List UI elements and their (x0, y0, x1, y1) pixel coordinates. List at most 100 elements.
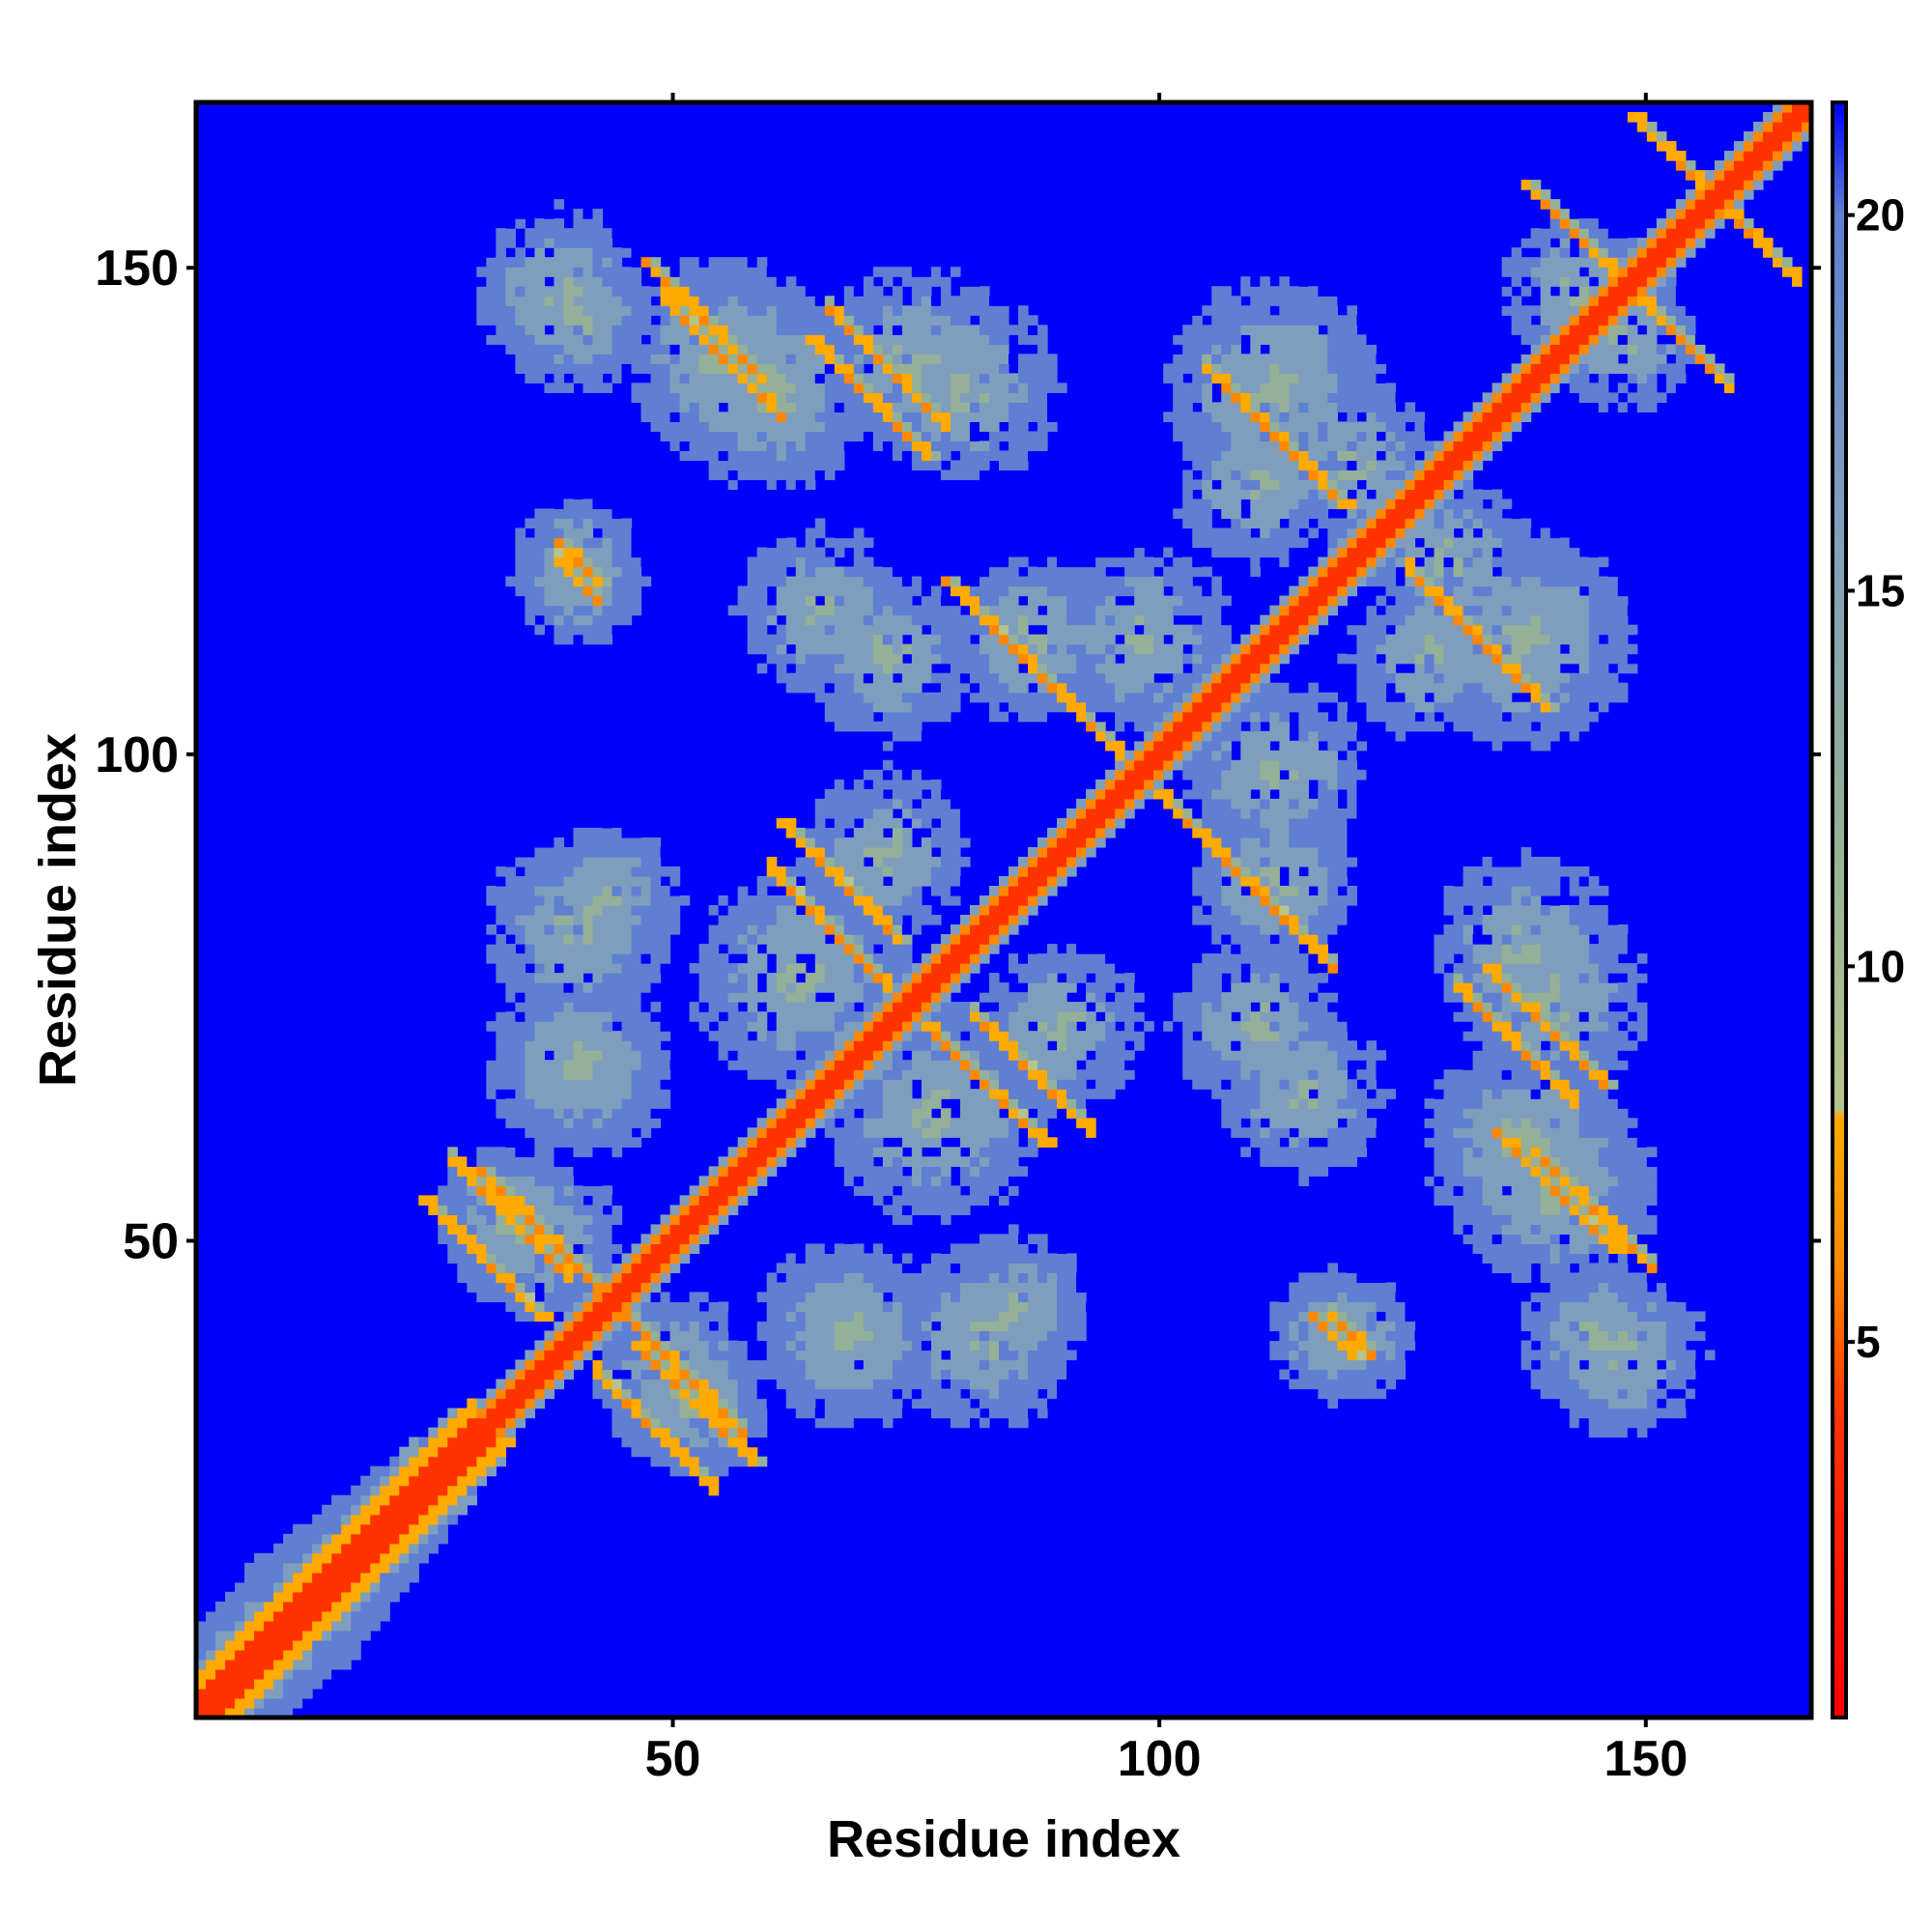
heatmap-cell (496, 1118, 506, 1128)
heatmap-cell (795, 1098, 807, 1109)
heatmap-cell (563, 595, 575, 607)
heatmap-cell (863, 915, 874, 925)
heatmap-cell (525, 924, 536, 935)
heatmap-cell (592, 837, 604, 848)
heatmap-cell (843, 1388, 855, 1400)
heatmap-cell (882, 934, 894, 945)
heatmap-cell (554, 334, 565, 345)
heatmap-cell (911, 1011, 923, 1022)
heatmap-cell (766, 469, 778, 481)
heatmap-cell (756, 440, 768, 452)
heatmap-cell (863, 711, 874, 723)
heatmap-cell (640, 1079, 652, 1090)
heatmap-cell (979, 325, 990, 335)
heatmap-cell (911, 1340, 923, 1351)
heatmap-cell (554, 605, 565, 616)
heatmap-cell (457, 1475, 468, 1487)
heatmap-cell (930, 363, 942, 374)
heatmap-cell (756, 1350, 768, 1361)
heatmap-cell (573, 634, 584, 645)
heatmap-cell (515, 1417, 526, 1429)
heatmap-cell (998, 1330, 1009, 1342)
heatmap-cell (457, 1407, 468, 1419)
heatmap-cell (998, 460, 1009, 471)
heatmap-cell (795, 450, 807, 462)
heatmap-cell (679, 296, 691, 306)
heatmap-cell (921, 1002, 932, 1012)
heatmap-cell (795, 334, 807, 345)
heatmap-cell (863, 556, 874, 568)
heatmap-cell (824, 1253, 836, 1264)
heatmap-cell (756, 469, 768, 481)
heatmap-cell (640, 1002, 652, 1012)
heatmap-cell (602, 982, 613, 993)
heatmap-cell (544, 605, 555, 616)
heatmap-cell (921, 1214, 932, 1225)
heatmap-cell (525, 1050, 536, 1061)
heatmap-cell (911, 460, 923, 471)
heatmap-cell (776, 1002, 787, 1012)
heatmap-cell (969, 1185, 980, 1196)
heatmap-cell (988, 1089, 1000, 1099)
heatmap-cell (554, 498, 565, 510)
heatmap-cell (950, 614, 961, 626)
heatmap-cell (930, 1166, 942, 1177)
heatmap-cell (863, 798, 874, 810)
heatmap-cell (853, 866, 865, 877)
heatmap-cell (863, 1359, 874, 1371)
heatmap-cell (650, 1031, 662, 1041)
heatmap-cell (563, 973, 575, 983)
heatmap-cell (592, 1321, 604, 1332)
heatmap-cell (264, 1562, 274, 1574)
heatmap-cell (901, 1272, 913, 1284)
heatmap-cell (669, 1407, 681, 1419)
heatmap-cell (525, 1282, 536, 1293)
heatmap-cell (534, 1311, 546, 1322)
heatmap-cell (766, 643, 778, 655)
heatmap-cell (930, 1272, 942, 1284)
heatmap-cell (766, 431, 778, 442)
heatmap-cell (795, 296, 807, 306)
heatmap-cell (650, 924, 662, 935)
heatmap-cell (457, 1243, 468, 1255)
heatmap-cell (959, 286, 971, 297)
heatmap-cell (737, 1185, 749, 1196)
heatmap-cell (718, 1002, 729, 1012)
heatmap-cell (640, 856, 652, 867)
heatmap-cell (911, 856, 923, 867)
heatmap-cell (708, 1475, 720, 1487)
heatmap-cell (940, 354, 952, 364)
heatmap-cell (727, 383, 739, 393)
heatmap-cell (360, 1610, 371, 1622)
heatmap-cell (389, 1572, 400, 1583)
heatmap-cell (650, 421, 662, 433)
heatmap-cell (592, 924, 604, 935)
heatmap-cell (901, 798, 913, 810)
heatmap-cell (631, 1079, 642, 1090)
heatmap-cell (727, 450, 739, 462)
heatmap-cell (834, 1292, 845, 1303)
heatmap-cell (930, 431, 942, 442)
heatmap-cell (834, 798, 845, 810)
heatmap-cell (892, 614, 903, 626)
heatmap-cell (814, 1079, 826, 1090)
heatmap-cell (892, 576, 903, 587)
heatmap-cell (727, 1456, 739, 1467)
heatmap-cell (467, 1456, 477, 1467)
heatmap-cell (979, 1011, 990, 1022)
heatmap-cell (785, 992, 797, 1003)
heatmap-cell (592, 334, 604, 345)
heatmap-cell (814, 866, 826, 877)
heatmap-cell (892, 798, 903, 810)
heatmap-cell (351, 1562, 361, 1574)
heatmap-cell (380, 1494, 390, 1506)
heatmap-cell (554, 1253, 565, 1264)
heatmap-cell (563, 1330, 575, 1342)
heatmap-cell (563, 334, 575, 345)
heatmap-cell (892, 1156, 903, 1167)
heatmap-cell (950, 934, 961, 945)
heatmap-cell (679, 895, 691, 906)
heatmap-cell (486, 1147, 497, 1157)
heatmap-cell (486, 315, 497, 326)
heatmap-cell (640, 392, 652, 403)
